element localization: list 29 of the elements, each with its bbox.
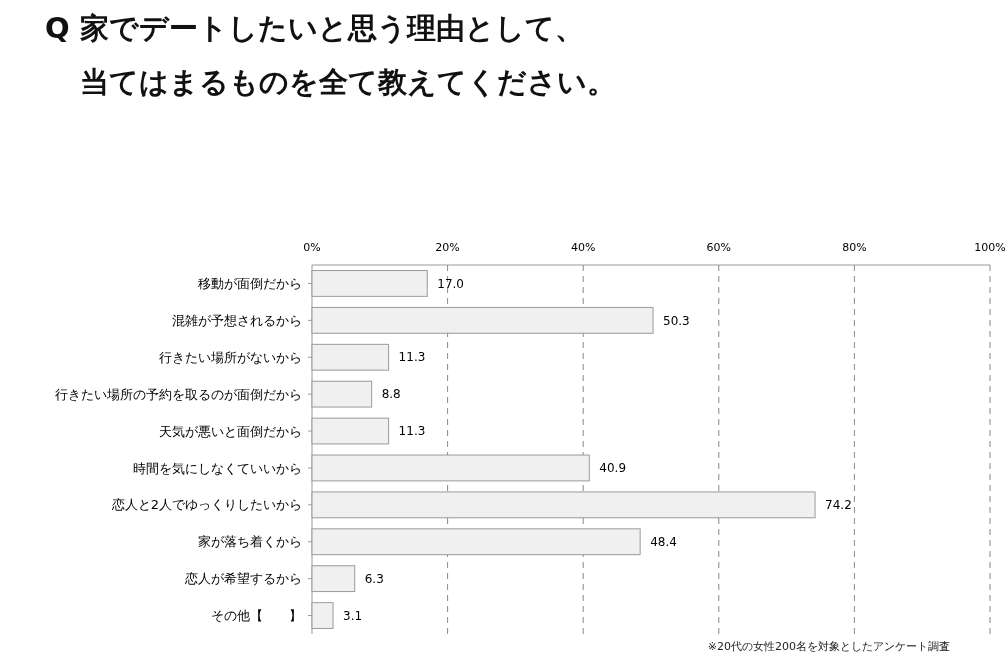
data-label: 11.3: [398, 350, 426, 365]
y-tick-label: 移動が面倒だから: [198, 276, 302, 291]
data-label: 48.4: [650, 534, 677, 549]
y-tick-label: 天気が悪いと面倒だから: [159, 423, 302, 439]
x-tick-label: 40%: [570, 241, 596, 254]
x-tick-label: 60%: [706, 241, 732, 254]
y-tick-label: 時間を気にしなくていいから: [133, 460, 302, 476]
chart-subtitle: 当てはまるものを全て教えてください。: [80, 65, 616, 99]
y-tick-label: 行きたい場所がないから: [159, 349, 302, 365]
x-tick-label: 80%: [842, 241, 867, 254]
data-label: 11.3: [398, 424, 426, 439]
x-tick-label: 20%: [435, 241, 460, 254]
y-tick-label: 恋人が希望するから: [184, 571, 302, 587]
y-tick-label: 混雑が予想されるから: [172, 312, 302, 328]
y-tick-label: その他【 】: [211, 608, 302, 624]
text: ※20代の女性200名を対象としたアンケート調査: [707, 640, 950, 653]
y-tick-label: 行きたい場所の予約を取るのが面倒だから: [55, 386, 302, 402]
y-tick-label: 家が落ち着くから: [198, 534, 302, 550]
data-label: 3.1: [343, 608, 363, 623]
data-label: 40.9: [599, 461, 627, 476]
data-label: 8.8: [381, 387, 401, 402]
data-label: 6.3: [364, 571, 384, 586]
x-tick-label: 0%: [303, 241, 321, 254]
data-label: 50.3: [663, 313, 690, 328]
data-label: 74.2: [825, 498, 852, 513]
chart-title: Q 家でデートしたいと思う理由として、: [45, 11, 584, 45]
data-label: 17.0: [437, 276, 464, 291]
y-tick-label: 恋人と2人でゆっくりしたいから: [110, 497, 302, 513]
x-tick-label: 100%: [974, 241, 1006, 254]
